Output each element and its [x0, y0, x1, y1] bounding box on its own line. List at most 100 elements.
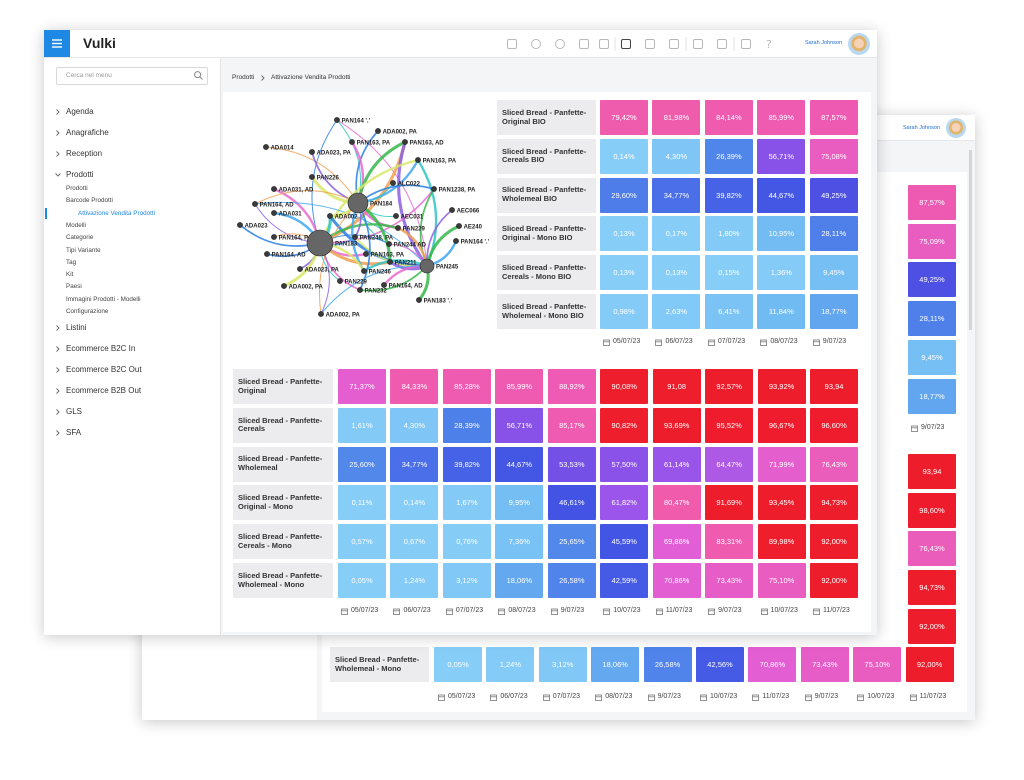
- heat-cell: 98,60%: [908, 492, 956, 528]
- chevron: [56, 429, 60, 436]
- heat-cell: 6,41%: [704, 294, 753, 329]
- heat-cell: 26,39%: [704, 138, 753, 174]
- toolbar-icon[interactable]: [531, 39, 541, 49]
- search-box[interactable]: [56, 67, 208, 85]
- hamburger-icon: [52, 39, 62, 48]
- toolbar-icon[interactable]: [579, 39, 589, 49]
- submenu-item[interactable]: Immagini Prodotti - Modelli: [66, 295, 141, 303]
- submenu-item[interactable]: Barcode Prodotti: [66, 197, 113, 205]
- menu-item[interactable]: Reception: [66, 149, 103, 158]
- node-label: ADA031: [279, 212, 303, 218]
- toolbar-icon[interactable]: [717, 39, 727, 49]
- node-label: PAN211: [395, 261, 418, 267]
- node-label: PAN229: [403, 227, 426, 233]
- graph-node: [309, 149, 315, 155]
- date-label: 08/07/23: [605, 693, 633, 700]
- heat-cell: 18,06%: [591, 647, 640, 682]
- heat-cell: 0,17%: [652, 216, 701, 252]
- submenu-item[interactable]: Paesi: [66, 283, 82, 291]
- graph-node: [357, 287, 363, 293]
- heat-cell: 93,94: [908, 454, 956, 489]
- toolbar-icon[interactable]: ?: [766, 38, 772, 51]
- submenu-item[interactable]: Configurazione: [66, 308, 109, 315]
- lens-handle: [199, 76, 203, 80]
- row-label: Sliced Bread - Panfette-Wholemeal - Mono: [330, 647, 429, 682]
- menu-item[interactable]: GLS: [66, 407, 83, 417]
- chevron: [56, 108, 60, 115]
- heat-cell: 1,80%: [704, 216, 753, 252]
- help-glyph: ?: [766, 38, 772, 51]
- chevron: [56, 387, 60, 394]
- graph-node: [431, 186, 437, 192]
- heat-cell: 93,94: [810, 369, 859, 404]
- node-label: PAN164 '.': [461, 240, 490, 246]
- calendar-body: [909, 694, 917, 701]
- icon-shape: [693, 39, 703, 49]
- submenu-item[interactable]: Modelli: [66, 221, 86, 229]
- submenu-item[interactable]: Prodotti: [66, 185, 88, 192]
- submenu-item[interactable]: Kit: [66, 271, 74, 279]
- breadcrumb-item[interactable]: Prodotti: [232, 74, 255, 81]
- icon-shape: [555, 39, 565, 49]
- chevron: [55, 172, 61, 177]
- node-label: AEC066: [457, 209, 480, 215]
- chevron-line: [261, 74, 265, 81]
- heat-cell: 29,60%: [600, 177, 648, 213]
- calendar-icon: [542, 694, 550, 701]
- calendar-icon: [812, 339, 820, 346]
- heat-cell: 4,30%: [652, 138, 701, 174]
- graph-node: [349, 139, 355, 145]
- toolbar-icon[interactable]: [555, 39, 565, 49]
- node-label: PAN164 '.': [342, 119, 371, 125]
- graph-node: [415, 157, 421, 163]
- heat-cell: 1,61%: [338, 407, 386, 443]
- toolbar-icon[interactable]: [693, 39, 703, 49]
- heat-cell: 89,98%: [757, 524, 806, 560]
- user-name[interactable]: Sarah Johnson: [805, 40, 842, 46]
- heat-cell: 49,25%: [908, 262, 956, 298]
- menu-item[interactable]: Ecommerce B2C In: [66, 344, 136, 354]
- node-label: ADA023: [245, 224, 269, 230]
- node-label: AEC031: [401, 215, 424, 221]
- heat-cell: 7,36%: [495, 524, 544, 560]
- heat-cell: 92,00%: [810, 563, 859, 598]
- heat-cell: 0,14%: [600, 138, 648, 174]
- menu-item[interactable]: Agenda: [66, 107, 94, 116]
- toolbar-icon[interactable]: [645, 39, 655, 49]
- submenu-item[interactable]: Attivazione Vendita Prodotti: [78, 209, 156, 217]
- heat-cell: 85,28%: [442, 369, 491, 404]
- heat-cell: 85,99%: [757, 100, 806, 135]
- toolbar-icon[interactable]: [741, 39, 751, 49]
- date-label: 06/07/23: [500, 693, 528, 700]
- menu-item[interactable]: Prodotti: [66, 170, 94, 179]
- chevron-line: [56, 345, 60, 352]
- node-label: ADA002, PA: [289, 285, 324, 291]
- heat-cell: 90,08%: [600, 369, 649, 404]
- submenu-item[interactable]: Tipi Variante: [66, 246, 101, 254]
- menu-item[interactable]: Ecommerce B2B Out: [66, 386, 142, 396]
- heat-cell: 61,82%: [600, 485, 649, 521]
- toolbar-icon[interactable]: [599, 39, 609, 49]
- node-label: PAN226: [317, 176, 340, 182]
- menu-item[interactable]: SFA: [66, 428, 82, 438]
- menu-item[interactable]: Ecommerce B2C Out: [66, 365, 142, 375]
- calendar-body: [603, 339, 610, 346]
- menu-item[interactable]: Listini: [66, 323, 87, 333]
- heat-cell: 46,61%: [547, 485, 596, 521]
- heat-cell: 70,86%: [748, 647, 797, 682]
- chevron: [261, 74, 265, 81]
- heat-cell: 9,95%: [495, 485, 544, 521]
- heat-cell: 11,84%: [757, 294, 806, 329]
- node-label: PAN248, PA: [360, 236, 394, 242]
- node-label: ADA002, PA: [326, 313, 361, 319]
- submenu-item[interactable]: Categorie: [66, 234, 94, 242]
- menu-item[interactable]: Anagrafiche: [66, 128, 109, 137]
- heat-cell: 1,36%: [757, 255, 806, 291]
- row-label: Sliced Bread - Panfette-Cereals: [233, 407, 333, 443]
- submenu-item[interactable]: Tag: [66, 258, 77, 266]
- toolbar-icon[interactable]: [669, 39, 679, 49]
- toolbar-icon[interactable]: [507, 39, 517, 49]
- calendar-body: [498, 608, 506, 615]
- toolbar-icon[interactable]: [621, 39, 631, 49]
- calendar-body: [752, 694, 760, 701]
